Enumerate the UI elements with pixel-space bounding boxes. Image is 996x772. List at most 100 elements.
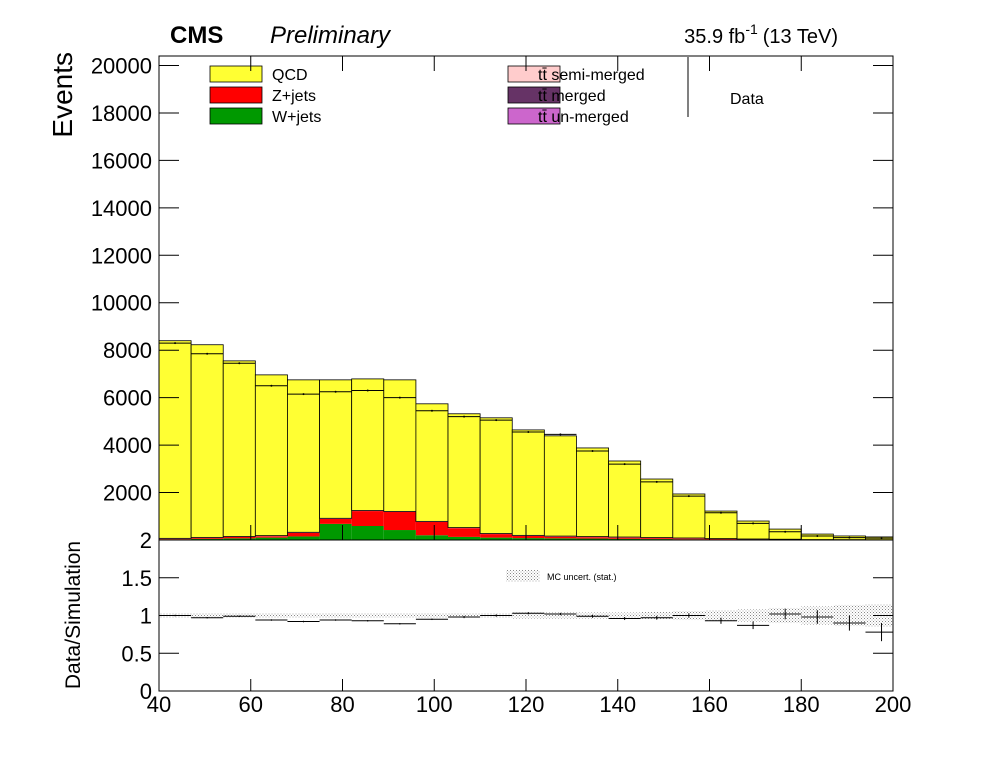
stack-segment — [447, 413, 481, 528]
stack-segment — [704, 510, 738, 539]
stack-segment — [351, 511, 384, 527]
stack-segment — [255, 537, 288, 540]
stack-segment — [415, 535, 449, 540]
legend-label: QCD — [272, 67, 308, 84]
mc-uncertainty — [737, 609, 770, 622]
ratio-y-axis-label: Data/Simulation — [62, 541, 85, 689]
stack-segment — [512, 535, 545, 539]
mc-uncertainty — [448, 613, 481, 618]
y-tick-label: 4000 — [103, 433, 152, 458]
stack-segment — [383, 530, 416, 540]
legend-label: Z+jets — [272, 88, 316, 105]
stack-segment — [448, 536, 481, 540]
data-marker — [848, 536, 851, 539]
legend-swatch — [209, 86, 263, 104]
x-tick-label: 100 — [416, 692, 453, 717]
mc-uncertainty — [704, 610, 738, 621]
ratio-y-tick-label: 1 — [140, 604, 152, 629]
stack-segment — [608, 537, 641, 539]
y-tick-label: 2000 — [103, 481, 152, 506]
y-tick-label: 14000 — [91, 196, 152, 221]
stack-segment — [480, 537, 513, 540]
legend-label: W+jets — [272, 109, 321, 126]
ratio-frame — [158, 539, 894, 692]
mc-uncertainty — [415, 613, 449, 618]
axes: 2000400060008000100001200014000160001800… — [91, 53, 912, 717]
legend-swatch — [507, 65, 561, 83]
data-marker — [752, 522, 755, 525]
y-axis-label: Events — [47, 52, 78, 138]
data-marker — [398, 396, 401, 399]
stack-segment — [544, 536, 577, 539]
stack-segment — [255, 536, 288, 538]
y-tick-label: 10000 — [91, 291, 152, 316]
stack-segment — [223, 536, 256, 539]
lumi: 35.9 fb — [684, 26, 745, 48]
stack-segment — [511, 429, 545, 536]
data-marker — [174, 342, 177, 345]
x-tick-label: 40 — [147, 692, 171, 717]
stack-segment — [640, 478, 674, 538]
legend-label: tt̄ merged — [538, 88, 606, 105]
lumi-exponent: -1 — [745, 21, 758, 37]
stack-segment — [222, 360, 256, 537]
data-marker — [623, 463, 626, 466]
mc-uncertainty — [512, 612, 545, 619]
lumi-label: 35.9 fb-1 (13 TeV) — [684, 21, 838, 48]
ratio-plot — [159, 604, 893, 642]
stack-segment — [351, 378, 385, 511]
legend-label: MC uncert. (stat.) — [547, 572, 617, 582]
stack-segment — [159, 340, 192, 539]
stack-segment — [319, 523, 352, 540]
data-marker — [495, 419, 498, 422]
data-marker — [334, 390, 337, 393]
x-tick-label: 180 — [783, 692, 820, 717]
cms-label: CMS — [170, 22, 223, 49]
stack-segment — [190, 344, 224, 538]
y-tick-label: 20000 — [91, 53, 152, 78]
stack-segment — [287, 532, 320, 537]
legend-swatch — [506, 570, 540, 582]
legend-swatch — [507, 107, 561, 125]
legend-label: tt̄ un-merged — [538, 109, 629, 126]
stack-segment — [319, 518, 352, 524]
mc-uncertainty — [255, 613, 288, 618]
preliminary-label: Preliminary — [270, 22, 392, 49]
stack-segment — [191, 538, 224, 540]
lumi-energy: (13 TeV) — [763, 26, 838, 48]
stack-segment — [383, 379, 417, 512]
x-tick-label: 120 — [508, 692, 545, 717]
stack-segment — [479, 417, 513, 534]
data-marker — [527, 431, 530, 434]
stack-segment — [768, 528, 802, 540]
data-marker — [816, 534, 819, 537]
data-marker — [430, 409, 433, 412]
x-tick-label: 200 — [875, 692, 912, 717]
data-marker — [302, 393, 305, 396]
stack-segment — [672, 538, 705, 540]
mc-uncertainty — [640, 611, 673, 620]
y-tick-label: 16000 — [91, 148, 152, 173]
mc-uncertainty — [287, 613, 320, 618]
stack-segment — [608, 460, 642, 538]
stack-segment — [319, 379, 353, 519]
mc-uncertainty — [351, 613, 384, 618]
stack-segment — [672, 493, 706, 539]
x-tick-label: 80 — [330, 692, 354, 717]
y-tick-label: 18000 — [91, 101, 152, 126]
upper-plot — [159, 340, 893, 540]
stack-segment — [191, 537, 224, 539]
stack-segment — [543, 435, 577, 537]
data-marker — [238, 362, 241, 365]
stack-segment — [415, 403, 449, 522]
stack-segment — [223, 538, 256, 540]
ratio-y-tick-label: 2 — [140, 528, 152, 553]
mc-uncertainty — [544, 612, 577, 619]
stack-segment — [287, 536, 320, 540]
stack-segment — [576, 538, 609, 540]
data-marker — [366, 389, 369, 392]
x-tick-label: 140 — [599, 692, 636, 717]
mc-uncertainty — [608, 612, 641, 619]
mc-uncertainty — [191, 613, 224, 618]
